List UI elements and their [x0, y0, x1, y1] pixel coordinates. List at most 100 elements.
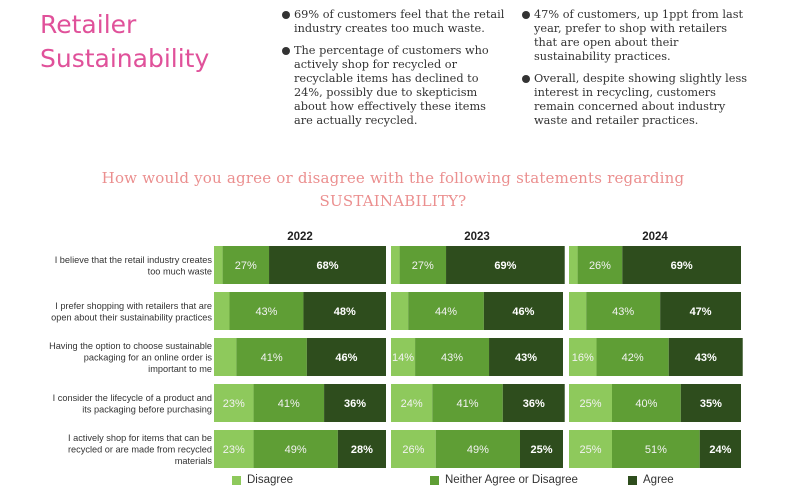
bar-segment-disagree — [391, 338, 416, 376]
panel-year-label: 2022 — [287, 231, 313, 243]
bar-value-label: 49% — [285, 444, 307, 456]
bar-segment-neither — [229, 292, 304, 330]
bar-value-label: 25% — [579, 444, 601, 456]
bar-value-label: 47% — [690, 306, 712, 318]
bar-segment-neither — [612, 430, 700, 468]
bar-value-label: 48% — [334, 306, 356, 318]
bar-value-label: 43% — [441, 352, 463, 364]
bar-value-label: 44% — [435, 306, 457, 318]
bar-segment-neither — [612, 384, 681, 422]
bar-segment-disagree — [391, 384, 433, 422]
bar-segment-agree — [446, 246, 565, 284]
bar-value-label: 14% — [392, 352, 414, 364]
legend-swatch-agree — [628, 475, 637, 485]
bar-segment-neither — [435, 430, 520, 468]
bar-value-label: 69% — [494, 260, 516, 272]
bar-segment-neither — [577, 246, 623, 284]
bar-segment-agree — [306, 338, 386, 376]
legend-item-neither: Neither Agree or Disagree — [430, 474, 578, 486]
category-label: Having the option to choose sustainable — [49, 341, 212, 351]
bar-value-label: 28% — [351, 444, 373, 456]
bar-value-label: 41% — [278, 398, 300, 410]
finding-bullet: 69% of customers feel that the retail in… — [282, 8, 507, 36]
finding-bullet: 47% of customers, up 1ppt from last year… — [522, 8, 752, 64]
bar-segment-neither — [253, 430, 338, 468]
bar-value-label: 26% — [589, 260, 611, 272]
bar-value-label: 46% — [335, 352, 357, 364]
bar-value-label: 36% — [523, 398, 545, 410]
legend-swatch-disagree — [232, 475, 241, 485]
bar-segment-neither — [399, 246, 447, 284]
category-label: open about their sustainability practice… — [51, 312, 212, 322]
bar-value-label: 24% — [709, 444, 731, 456]
bar-value-label: 41% — [457, 398, 479, 410]
legend-label: Agree — [643, 474, 674, 486]
bar-segment-agree — [680, 384, 741, 422]
category-label: I consider the lifecycle of a product an… — [53, 393, 212, 403]
bar-value-label: 16% — [572, 352, 594, 364]
bar-value-label: 23% — [223, 398, 245, 410]
bar-segment-neither — [586, 292, 661, 330]
bar-segment-neither — [222, 246, 270, 284]
bar-segment-neither — [432, 384, 503, 422]
bar-segment-neither — [236, 338, 307, 376]
bar-segment-agree — [660, 292, 741, 330]
bar-value-label: 27% — [412, 260, 434, 272]
bar-value-label: 24% — [401, 398, 423, 410]
bar-segment-agree — [337, 430, 386, 468]
finding-bullet: Overall, despite showing slightly less i… — [522, 72, 752, 128]
category-label: I prefer shopping with retailers that ar… — [55, 301, 212, 311]
key-findings-left: 69% of customers feel that the retail in… — [282, 8, 507, 136]
category-label: packaging for an online order is — [84, 353, 213, 363]
bar-value-label: 43% — [695, 352, 717, 364]
bar-value-label: 43% — [515, 352, 537, 364]
bar-segment-agree — [324, 384, 386, 422]
bar-value-label: 42% — [622, 352, 644, 364]
category-label: its packaging before purchasing — [82, 404, 212, 414]
bar-segment-neither — [596, 338, 669, 376]
bar-value-label: 27% — [235, 260, 257, 272]
category-label: important to me — [148, 364, 212, 374]
bar-value-label: 40% — [635, 398, 657, 410]
bar-segment-disagree — [569, 384, 612, 422]
bar-segment-disagree — [214, 430, 254, 468]
legend-label: Disagree — [247, 474, 294, 486]
bar-segment-disagree — [214, 292, 230, 330]
category-label: I actively shop for items that can be — [68, 433, 212, 443]
legend-label: Neither Agree or Disagree — [445, 474, 578, 486]
bar-value-label: 41% — [261, 352, 283, 364]
bar-segment-agree — [699, 430, 741, 468]
chart-title: How would you agree or disagree with the… — [101, 169, 685, 210]
bar-segment-agree — [622, 246, 741, 284]
legend-item-agree: Agree — [628, 474, 674, 486]
bar-segment-agree — [668, 338, 743, 376]
panel-year-label: 2024 — [642, 231, 668, 243]
bar-segment-agree — [483, 292, 563, 330]
bar-segment-disagree — [214, 384, 254, 422]
bar-value-label: 26% — [402, 444, 424, 456]
bar-value-label: 49% — [467, 444, 489, 456]
category-label: I believe that the retail industry creat… — [55, 255, 213, 265]
legend-item-disagree: Disagree — [232, 474, 293, 486]
bar-value-label: 43% — [255, 306, 277, 318]
bar-value-label: 46% — [512, 306, 534, 318]
bar-segment-neither — [415, 338, 490, 376]
bar-segment-disagree — [391, 246, 400, 284]
bar-segment-disagree — [569, 430, 612, 468]
page-title: Retailer Sustainability — [40, 10, 210, 73]
finding-bullet: The percentage of customers who actively… — [282, 44, 507, 128]
bar-segment-disagree — [214, 246, 223, 284]
bar-segment-agree — [502, 384, 565, 422]
bar-segment-disagree — [569, 338, 597, 376]
bar-value-label: 43% — [612, 306, 634, 318]
bar-segment-disagree — [569, 246, 578, 284]
bar-segment-disagree — [391, 430, 436, 468]
bar-value-label: 25% — [530, 444, 552, 456]
category-label: recycled or are made from recycled — [68, 445, 212, 455]
key-findings-right: 47% of customers, up 1ppt from last year… — [522, 8, 752, 136]
category-label: materials — [175, 456, 213, 466]
bar-value-label: 35% — [700, 398, 722, 410]
bar-value-label: 69% — [671, 260, 693, 272]
bar-segment-agree — [520, 430, 563, 468]
